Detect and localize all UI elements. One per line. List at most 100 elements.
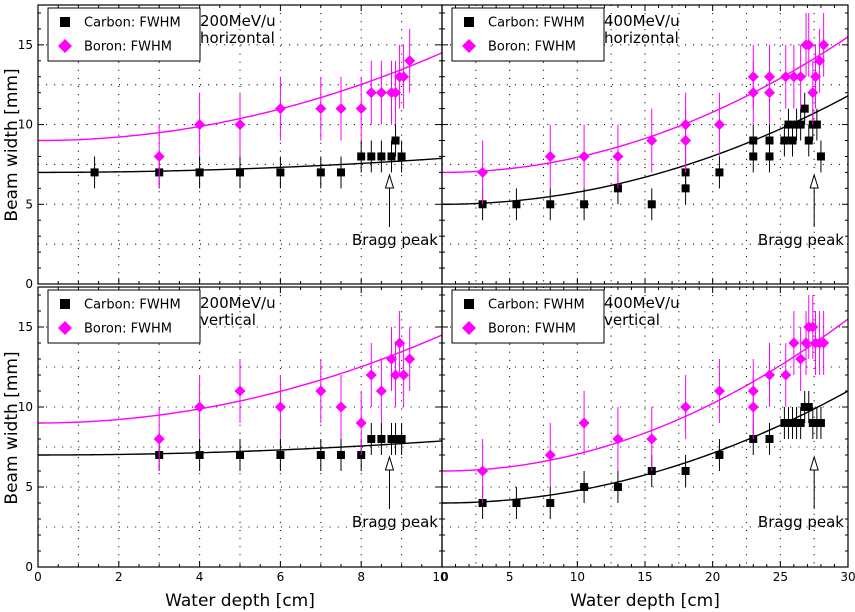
x-tick-label: 25 [773, 570, 788, 584]
data-point-boron [544, 150, 556, 162]
y-tick-label: 15 [18, 38, 33, 52]
data-point-carbon [749, 136, 758, 145]
grid [442, 5, 848, 284]
data-point-carbon [397, 435, 406, 443]
legend: Carbon: FWHM Boron: FWHM [47, 7, 201, 62]
data-point-carbon [512, 499, 521, 507]
bragg-arrow-head [384, 173, 395, 189]
data-point-boron [365, 87, 377, 99]
y-axis-label-bottom: Beam width [mm] [2, 351, 22, 504]
data-point-boron [814, 55, 826, 67]
data-point-carbon [276, 451, 285, 459]
legend: Carbon: FWHM Boron: FWHM [451, 7, 605, 62]
data-point-carbon [580, 200, 589, 209]
panel-bottom-right: 0 5 10 15 20 25 30 Carbon: FWHM Boron: FWHM 400Me… [441, 286, 855, 584]
x-tick-label: 8 [357, 570, 365, 584]
data-point-carbon [337, 451, 345, 459]
data-point-carbon [613, 483, 622, 491]
y-axis-label-top: Beam width [mm] [2, 68, 22, 221]
data-point-carbon [391, 136, 400, 145]
legend-marker-boron [58, 321, 72, 335]
data-point-carbon [397, 152, 406, 161]
bragg-arrow-head [809, 455, 819, 471]
data-point-carbon [236, 451, 244, 459]
data-point-boron [612, 150, 624, 162]
fit-curve-carbon [442, 390, 848, 504]
data-point-boron [394, 337, 406, 349]
data-point-boron [234, 119, 246, 131]
grid [442, 287, 848, 567]
data-point-carbon [546, 499, 555, 507]
legend-marker-carbon [464, 17, 474, 27]
data-point-boron [680, 401, 692, 413]
x-tick-label: 20 [705, 570, 720, 584]
data-point-carbon [195, 168, 204, 177]
data-point-boron [477, 166, 489, 178]
legend-label: Carbon: FWHM [84, 16, 181, 31]
x-axis-label-right: Water depth [cm] [570, 591, 720, 611]
data-point-boron [390, 87, 402, 99]
y-tick-label: 5 [25, 480, 33, 494]
data-point-boron [612, 433, 624, 445]
y-tick-label: 10 [18, 400, 33, 414]
x-axis-label-left: Water depth [cm] [165, 591, 315, 611]
data-point-boron [335, 401, 347, 413]
data-point-boron [788, 337, 800, 349]
legend-marker-carbon [60, 17, 70, 27]
data-point-boron [375, 87, 387, 99]
data-point-carbon [387, 435, 396, 443]
energy-annotation: 400MeV/u [604, 294, 680, 312]
data-point-carbon [391, 435, 400, 443]
x-tick-label: 6 [277, 570, 285, 584]
data-point-carbon [512, 200, 521, 209]
data-point-carbon [812, 120, 821, 129]
data-point-carbon [715, 168, 724, 177]
data-point-boron [680, 119, 692, 131]
data-point-carbon [812, 419, 821, 427]
data-point-carbon [357, 152, 366, 161]
data-point-boron [398, 71, 410, 83]
legend: Carbon: FWHM Boron: FWHM [451, 289, 605, 344]
data-point-carbon [337, 168, 345, 177]
data-point-boron [355, 103, 367, 115]
data-point-boron [788, 71, 800, 83]
x-tick-label: 10 [570, 570, 585, 584]
data-point-boron [335, 103, 347, 115]
data-point-carbon [715, 451, 724, 459]
legend-label: Boron: FWHM [488, 322, 576, 337]
data-point-boron [646, 433, 658, 445]
legend-label: Carbon: FWHM [488, 16, 585, 31]
energy-annotation: horizontal [604, 29, 679, 47]
series-boron [477, 295, 830, 503]
data-point-carbon [788, 136, 797, 145]
energy-annotation: vertical [604, 311, 660, 329]
data-point-boron [390, 369, 402, 381]
panel-bottom-left: 0 5 10 15 0 2 4 6 8 10 Carbon: FWHM Boron: FWHM 200M… [18, 286, 448, 584]
data-point-boron [747, 385, 759, 397]
data-point-carbon [316, 168, 325, 177]
fit-curve-carbon [442, 95, 848, 205]
data-point-boron [404, 353, 416, 365]
x-tick-label: 2 [115, 570, 123, 584]
data-point-boron [398, 369, 410, 381]
data-point-carbon [816, 152, 825, 161]
x-tick-label: 30 [840, 570, 855, 584]
legend-box [47, 7, 201, 62]
legend-box [451, 289, 605, 344]
y-tick-label: 0 [25, 560, 33, 574]
legend: Carbon: FWHM Boron: FWHM [47, 289, 201, 344]
data-point-boron [153, 150, 165, 162]
data-point-boron [194, 119, 206, 131]
data-point-carbon [90, 168, 99, 177]
series-carbon [90, 124, 406, 189]
panel-top-right: Carbon: FWHM Boron: FWHM 400MeV/uhorizonta… [441, 4, 849, 285]
data-point-boron [544, 449, 556, 461]
legend-label: Carbon: FWHM [488, 298, 585, 313]
panel-top-left: 0 5 10 15 Carbon: FWHM Boron: FWHM 200MeV/uhor… [18, 4, 443, 291]
x-tick-label: 0 [441, 570, 449, 584]
data-point-carbon [236, 168, 244, 177]
data-point-boron [818, 39, 830, 51]
data-point-boron [780, 71, 792, 83]
data-point-boron [477, 465, 489, 477]
